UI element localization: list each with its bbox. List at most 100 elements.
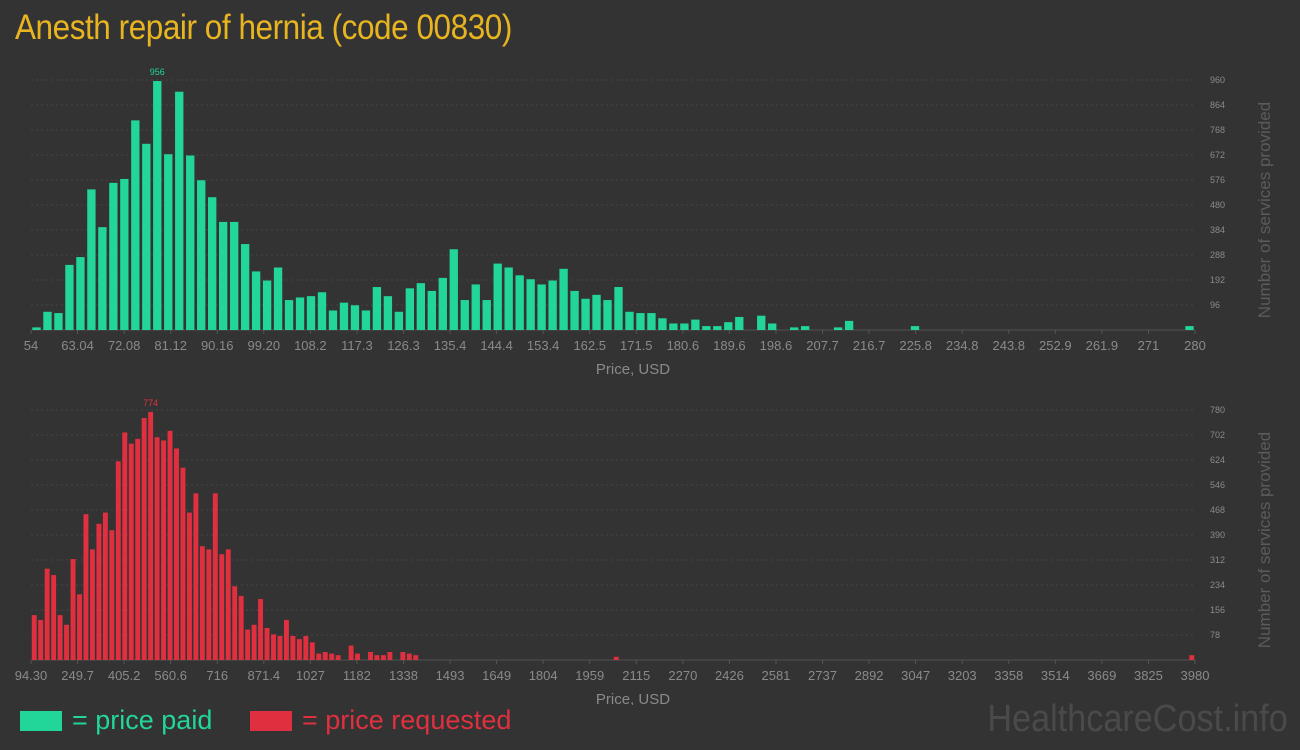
requested-x-tick-label: 1493 bbox=[436, 668, 465, 683]
paid-bar bbox=[273, 267, 283, 330]
requested-peak-label: 774 bbox=[143, 398, 158, 408]
paid-bar bbox=[120, 178, 129, 330]
paid-bar bbox=[768, 323, 777, 330]
requested-x-tick-label: 3358 bbox=[994, 668, 1023, 683]
paid-bar bbox=[317, 292, 327, 330]
requested-bar bbox=[1189, 655, 1195, 660]
paid-y-tick-label: 576 bbox=[1210, 175, 1225, 185]
requested-bar bbox=[368, 651, 373, 660]
requested-bar bbox=[44, 568, 50, 660]
requested-bar bbox=[613, 656, 619, 660]
requested-bar bbox=[102, 512, 108, 660]
requested-x-tick-label: 405.2 bbox=[108, 668, 141, 683]
paid-y-tick-label: 288 bbox=[1210, 250, 1225, 260]
paid-bar bbox=[559, 268, 568, 330]
requested-y-tick-label: 468 bbox=[1210, 505, 1225, 515]
paid-x-tick-label: 198.6 bbox=[760, 338, 793, 353]
requested-bar bbox=[193, 493, 199, 660]
paid-bar bbox=[383, 296, 393, 330]
requested-x-tick-label: 3047 bbox=[901, 668, 930, 683]
paid-bar bbox=[251, 271, 261, 330]
paid-bar bbox=[350, 305, 360, 330]
paid-x-tick-label: 99.20 bbox=[248, 338, 281, 353]
requested-y-tick-label: 624 bbox=[1210, 455, 1225, 465]
paid-x-tick-label: 135.4 bbox=[434, 338, 467, 353]
paid-bar bbox=[460, 300, 469, 330]
price-requested-chart: 78 156 234 312 390 468 546 624 702 780 774 94.30 249… bbox=[15, 398, 1274, 705]
paid-x-tick-label: 117.3 bbox=[341, 338, 373, 353]
requested-x-tick-label: 871.4 bbox=[248, 668, 281, 683]
requested-bar bbox=[264, 627, 270, 660]
paid-x-tick-label: 153.4 bbox=[527, 338, 560, 353]
paid-x-tick-label: 63.04 bbox=[61, 338, 94, 353]
paid-bar bbox=[647, 313, 656, 330]
paid-bar bbox=[504, 267, 513, 330]
requested-bar bbox=[64, 624, 70, 660]
paid-bar bbox=[262, 280, 272, 330]
requested-bar bbox=[251, 624, 257, 660]
requested-bar bbox=[148, 411, 154, 660]
paid-x-tick-label: 90.16 bbox=[201, 338, 234, 353]
paid-bar bbox=[54, 313, 63, 330]
paid-bar bbox=[680, 323, 689, 330]
paid-bar bbox=[32, 327, 41, 330]
requested-x-tick-label: 1804 bbox=[529, 668, 558, 683]
paid-bar bbox=[592, 294, 601, 330]
paid-x-tick-label: 243.8 bbox=[992, 338, 1025, 353]
requested-x-tick-label: 2115 bbox=[622, 668, 650, 683]
requested-bar bbox=[232, 586, 238, 660]
requested-x-tick-label: 716 bbox=[206, 668, 228, 683]
paid-bar bbox=[614, 287, 623, 330]
requested-bar bbox=[413, 655, 419, 660]
paid-bar bbox=[636, 313, 645, 330]
paid-y-tick-label: 384 bbox=[1210, 225, 1225, 235]
requested-x-tick-label: 2581 bbox=[761, 668, 790, 683]
requested-bar bbox=[374, 655, 380, 660]
requested-bar bbox=[186, 512, 192, 660]
paid-bar bbox=[87, 189, 96, 330]
requested-x-tick-label: 1182 bbox=[343, 668, 371, 683]
requested-x-tick-label: 94.30 bbox=[15, 668, 48, 683]
requested-bar bbox=[316, 653, 322, 660]
paid-x-tick-label: 54 bbox=[24, 338, 38, 353]
paid-bar bbox=[186, 155, 195, 330]
legend-label-requested: = price requested bbox=[302, 705, 512, 735]
paid-bar bbox=[438, 277, 447, 330]
requested-y-tick-label: 546 bbox=[1210, 480, 1225, 490]
paid-bar bbox=[669, 323, 678, 330]
paid-x-tick-label: 234.8 bbox=[946, 338, 979, 353]
paid-bar bbox=[471, 284, 480, 330]
paid-bar bbox=[800, 326, 810, 330]
legend-price-requested: = price requested bbox=[250, 705, 511, 736]
requested-x-tick-label: 2892 bbox=[855, 668, 884, 683]
requested-bar bbox=[77, 594, 82, 660]
requested-bar bbox=[335, 655, 341, 660]
requested-bar bbox=[180, 467, 186, 660]
paid-bar bbox=[43, 311, 52, 330]
paid-x-tick-label: 162.5 bbox=[573, 338, 606, 353]
requested-bar bbox=[400, 651, 406, 660]
requested-bar bbox=[174, 448, 179, 660]
paid-y-tick-label: 960 bbox=[1210, 75, 1225, 85]
paid-bar bbox=[394, 311, 404, 330]
paid-y-tick-label: 768 bbox=[1210, 125, 1225, 135]
requested-x-axis-title: Price, USD bbox=[596, 691, 670, 705]
requested-x-tick-label: 1649 bbox=[482, 668, 511, 683]
paid-bar bbox=[493, 263, 502, 330]
requested-bar bbox=[51, 575, 57, 660]
paid-bar bbox=[702, 326, 711, 330]
requested-bar bbox=[135, 438, 141, 660]
requested-bar bbox=[141, 418, 147, 660]
paid-bar bbox=[713, 326, 722, 330]
paid-bar bbox=[735, 316, 744, 330]
paid-x-tick-label: 144.4 bbox=[480, 338, 513, 353]
requested-bar bbox=[290, 635, 296, 660]
requested-y-tick-label: 312 bbox=[1210, 555, 1225, 565]
paid-bar bbox=[65, 264, 74, 330]
paid-bar bbox=[515, 275, 524, 330]
paid-bar bbox=[581, 298, 590, 330]
price-paid-chart: 96 192 288 384 480 576 672 768 864 960 956 54 63.04 7… bbox=[24, 67, 1274, 378]
requested-bar bbox=[225, 549, 231, 660]
requested-bar bbox=[83, 514, 89, 660]
requested-bar bbox=[219, 554, 225, 660]
